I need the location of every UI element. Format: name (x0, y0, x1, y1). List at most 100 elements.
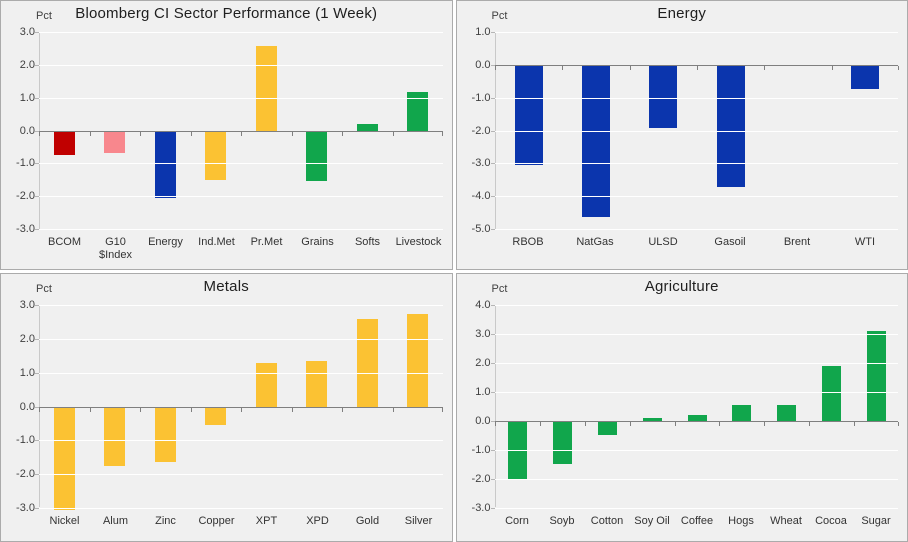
x-category-label: Livestock (395, 236, 442, 248)
y-axis-tick (490, 65, 495, 66)
zero-axis-tick (696, 66, 698, 70)
gridline (494, 333, 898, 335)
zero-axis-tick (292, 407, 293, 412)
zero-axis-tick (90, 132, 91, 136)
x-category-label: Sugar (861, 514, 891, 527)
y-axis-tick (490, 391, 495, 393)
x-category-label: Coffee (680, 514, 714, 527)
y-tick-label: -1.0 (471, 92, 491, 104)
x-category-label: RBOB (512, 236, 544, 248)
chart-panel-sector-performance: Bloomberg CI Sector Performance (1 Week)… (0, 0, 453, 270)
y-tick-label: 0.0 (19, 400, 35, 413)
gridline (494, 98, 898, 99)
plot-area-energy: Pct -5.0 -4.0 -3.0 -2.0 -1.0 0.0 1.0 RBOB NatGas… (472, 10, 899, 248)
x-category-label: Brent (783, 236, 811, 248)
zero-axis-tick (897, 421, 899, 426)
y-tick-label: -3.0 (16, 223, 35, 235)
y-axis-tick (35, 196, 39, 197)
chart-title: Agriculture (644, 277, 719, 295)
y-tick-label: -5.0 (471, 223, 491, 235)
zero-axis-tick (763, 66, 765, 70)
y-axis-tick (35, 473, 39, 475)
zero-axis-tick (39, 132, 40, 136)
zero-axis-tick (140, 407, 141, 412)
y-axis-tick (35, 372, 39, 374)
y-axis-tick (490, 304, 495, 306)
zero-axis-tick (393, 132, 394, 136)
y-axis-tick (35, 65, 39, 66)
bar-silver (407, 313, 428, 407)
y-axis-tick (35, 507, 39, 509)
bar-sugar (866, 330, 886, 421)
zero-axis-tick (442, 407, 443, 412)
y-axis-tick (490, 98, 495, 99)
bar-gold (357, 318, 378, 407)
x-category-label: Corn (505, 514, 529, 527)
gridline (39, 65, 443, 66)
x-category-label: Grains (301, 236, 334, 248)
gridline (494, 507, 898, 509)
bar-corn (507, 421, 527, 480)
plot-area-metals: Pct -3.0 -2.0 -1.0 0.0 1.0 2.0 3.0 Nickel Alum Zi… (16, 283, 443, 527)
bar-wti (850, 66, 879, 89)
bar-xpt (256, 362, 277, 407)
zero-axis-tick (853, 421, 855, 426)
x-category-label: Copper (198, 514, 235, 527)
gridline (494, 163, 898, 164)
zero-axis-line (494, 420, 898, 422)
y-tick-label: -4.0 (471, 190, 491, 202)
y-tick-label: 2.0 (19, 332, 35, 345)
bar-cotton (597, 421, 617, 435)
x-category-label: Wheat (770, 514, 802, 527)
y-axis-tick (490, 163, 495, 164)
gridline (39, 229, 443, 230)
zero-axis-tick (342, 132, 343, 136)
y-tick-label: -2.0 (471, 125, 491, 137)
x-category-label: ULSD (648, 236, 678, 248)
gridline (494, 449, 898, 451)
zero-axis-tick (241, 132, 242, 136)
plot-area-sector-performance: Pct -3.0 -2.0 -1.0 0.0 1.0 2.0 3.0 BCOM G10 $Ind… (16, 10, 443, 261)
y-tick-label: 3.0 (19, 298, 35, 311)
x-category-label: G10 $Index (98, 236, 133, 261)
y-axis-unit-label: Pct (36, 282, 52, 295)
bar-g10-$index (104, 132, 125, 153)
zero-axis-tick (561, 66, 563, 70)
bar-rbob (514, 66, 543, 165)
gridline (39, 338, 443, 340)
bar-wheat (776, 404, 796, 421)
gridline (494, 32, 898, 33)
y-axis-tick (490, 32, 495, 33)
gridline (39, 98, 443, 99)
gridline (494, 131, 898, 132)
y-tick-label: 4.0 (475, 298, 491, 311)
x-category-label: Soy Oil (634, 514, 670, 527)
bar-copper (205, 407, 226, 425)
y-axis-spine (494, 32, 496, 229)
x-category-label: Silver (404, 514, 433, 527)
gridline (494, 229, 898, 230)
bar-zinc (155, 407, 176, 462)
y-axis-tick (490, 449, 495, 451)
zero-axis-tick (808, 421, 810, 426)
x-category-label: Gold (355, 514, 380, 527)
y-tick-label: 3.0 (19, 26, 35, 38)
bar-livestock (407, 92, 428, 131)
bar-ind.met (205, 132, 226, 180)
zero-axis-line (39, 131, 443, 132)
zero-axis-tick (629, 66, 631, 70)
zero-axis-tick (718, 421, 720, 426)
y-axis-tick (35, 406, 39, 408)
zero-axis-tick (241, 407, 242, 412)
gridline (39, 439, 443, 441)
y-tick-label: -3.0 (471, 501, 491, 514)
y-axis-tick (35, 131, 39, 132)
x-category-label: Soyb (549, 514, 575, 527)
y-tick-label: 2.0 (475, 356, 491, 369)
bar-xpd (306, 360, 327, 407)
y-tick-label: 2.0 (19, 59, 35, 71)
y-axis-unit-label: Pct (491, 282, 508, 295)
zero-axis-tick (584, 421, 586, 426)
zero-axis-tick (90, 407, 91, 412)
